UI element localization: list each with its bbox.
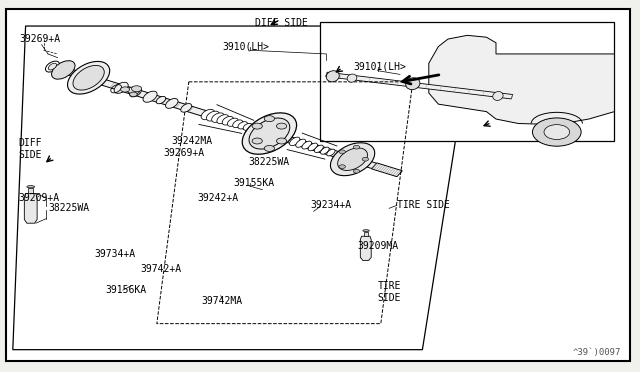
Polygon shape <box>28 188 33 193</box>
Circle shape <box>276 123 287 129</box>
Polygon shape <box>360 236 371 260</box>
Text: 39269+A: 39269+A <box>19 34 60 44</box>
Ellipse shape <box>308 143 317 151</box>
Circle shape <box>353 145 360 149</box>
Polygon shape <box>429 35 614 125</box>
Circle shape <box>339 150 346 154</box>
Text: 39155KA: 39155KA <box>234 178 275 188</box>
Ellipse shape <box>227 118 238 126</box>
Ellipse shape <box>314 145 323 153</box>
Ellipse shape <box>406 78 420 90</box>
Text: 39734+A: 39734+A <box>95 249 136 259</box>
Ellipse shape <box>289 137 300 145</box>
Circle shape <box>252 123 262 129</box>
Ellipse shape <box>27 186 35 188</box>
Ellipse shape <box>67 61 109 94</box>
Text: 39242+A: 39242+A <box>197 193 238 203</box>
Circle shape <box>264 145 275 151</box>
Text: DIFF
SIDE: DIFF SIDE <box>18 138 42 160</box>
Text: 39209MA: 39209MA <box>357 241 398 250</box>
Ellipse shape <box>326 71 339 82</box>
Ellipse shape <box>296 139 306 147</box>
Ellipse shape <box>363 230 369 231</box>
Text: 39742+A: 39742+A <box>141 264 182 273</box>
Ellipse shape <box>45 61 60 72</box>
Ellipse shape <box>493 92 503 100</box>
Circle shape <box>131 86 141 92</box>
Ellipse shape <box>73 65 104 90</box>
Ellipse shape <box>222 116 234 125</box>
Ellipse shape <box>49 63 56 70</box>
Ellipse shape <box>206 111 220 121</box>
Ellipse shape <box>127 87 140 94</box>
Polygon shape <box>47 63 377 169</box>
Circle shape <box>532 118 581 146</box>
Polygon shape <box>326 72 513 99</box>
Ellipse shape <box>347 74 357 82</box>
Ellipse shape <box>201 109 215 120</box>
Circle shape <box>339 165 346 169</box>
Ellipse shape <box>238 122 248 129</box>
Text: TIRE
SIDE: TIRE SIDE <box>378 281 401 303</box>
Ellipse shape <box>249 118 290 149</box>
Circle shape <box>252 138 262 144</box>
Ellipse shape <box>217 115 228 124</box>
Text: 38225WA: 38225WA <box>248 157 289 167</box>
Ellipse shape <box>130 88 141 97</box>
Ellipse shape <box>243 124 252 130</box>
Ellipse shape <box>302 141 312 149</box>
Bar <box>320 22 614 141</box>
Ellipse shape <box>327 149 335 156</box>
Circle shape <box>276 138 287 144</box>
Ellipse shape <box>52 61 75 79</box>
Ellipse shape <box>330 143 375 176</box>
Circle shape <box>120 87 129 92</box>
Text: 39269+A: 39269+A <box>163 148 204 158</box>
Text: 39742MA: 39742MA <box>202 296 243 305</box>
Circle shape <box>362 157 369 161</box>
Text: 39242MA: 39242MA <box>172 137 212 146</box>
Text: 39234+A: 39234+A <box>310 201 351 210</box>
Ellipse shape <box>143 91 157 102</box>
Text: DIFF SIDE: DIFF SIDE <box>255 18 308 28</box>
Ellipse shape <box>321 147 329 154</box>
Circle shape <box>264 116 275 122</box>
Text: 38225WA: 38225WA <box>48 203 89 213</box>
Polygon shape <box>372 163 403 177</box>
Text: ^39`)0097: ^39`)0097 <box>573 348 621 357</box>
Ellipse shape <box>212 113 224 122</box>
Text: 39101(LH>: 39101(LH> <box>353 62 406 72</box>
Ellipse shape <box>338 148 367 170</box>
Text: 3910(LH>: 3910(LH> <box>223 42 269 51</box>
Ellipse shape <box>180 103 192 112</box>
Polygon shape <box>13 26 474 350</box>
Circle shape <box>353 169 360 173</box>
Polygon shape <box>364 232 368 236</box>
Ellipse shape <box>233 120 243 128</box>
Ellipse shape <box>156 96 166 104</box>
Text: TIRE SIDE: TIRE SIDE <box>397 201 450 210</box>
Ellipse shape <box>166 99 178 108</box>
Text: 39209+A: 39209+A <box>18 193 59 203</box>
Ellipse shape <box>242 113 296 154</box>
Circle shape <box>129 92 137 97</box>
Polygon shape <box>24 193 37 223</box>
Ellipse shape <box>114 82 128 93</box>
Text: 39156KA: 39156KA <box>106 285 147 295</box>
Circle shape <box>544 125 570 140</box>
